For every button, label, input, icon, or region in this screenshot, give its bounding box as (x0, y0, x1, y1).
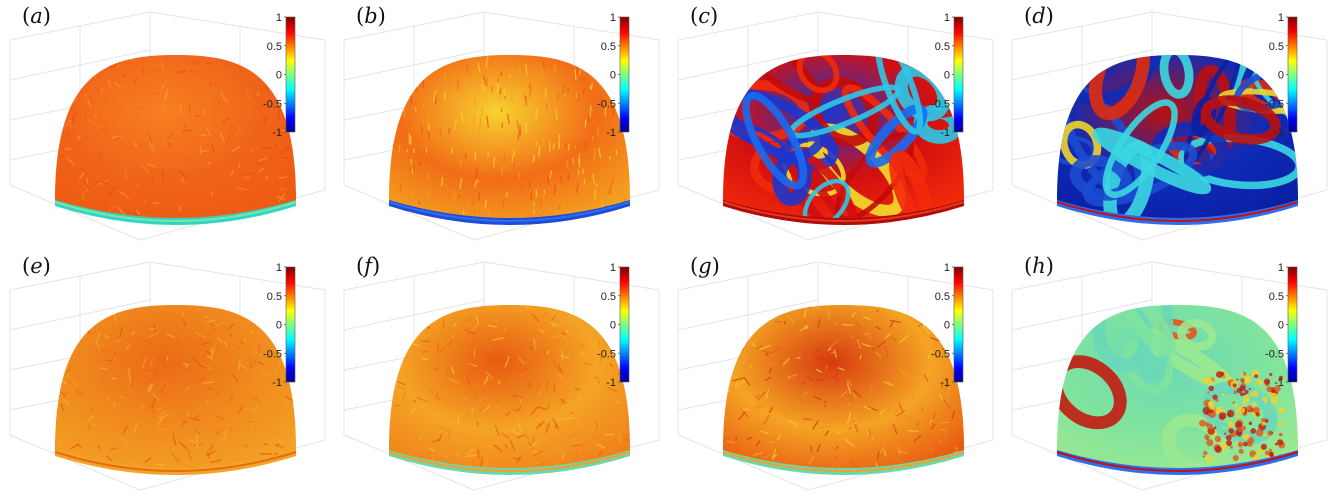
colorbar-tick-label: 0 (610, 70, 616, 82)
colorbar-tick-label: 0 (1278, 70, 1284, 82)
colorbar-tick-label: -0.5 (931, 98, 950, 110)
colorbar-tick-label: -0.5 (1265, 348, 1284, 360)
colorbar-tick-label: 0 (276, 70, 282, 82)
dome-surface (55, 305, 296, 468)
panel-label: (h) (1024, 254, 1054, 278)
colorbar-tick-label: -1 (1274, 127, 1284, 139)
panel-c-plot: 1 0.5 0 -0.5 -1 (677, 11, 994, 241)
colorbar-tick-label: 1 (944, 12, 950, 24)
dome-surface (723, 305, 964, 468)
colorbar (285, 16, 296, 133)
panel-h-plot: 1 0.5 0 -0.5 -1 (1011, 261, 1328, 491)
colorbar-tick-label: -1 (940, 377, 950, 389)
panel-d-plot: 1 0.5 0 -0.5 -1 (1011, 11, 1328, 241)
colorbar-tick-label: 0.5 (267, 291, 282, 303)
colorbar (953, 266, 964, 383)
panel-a: 1 0.5 0 -0.5 -1 (a) (0, 0, 334, 250)
colorbar-tick-label: -1 (606, 127, 616, 139)
panel-b: 1 0.5 0 -0.5 -1 (b) (334, 0, 668, 250)
colorbar (953, 16, 964, 133)
base-rim (55, 448, 296, 475)
colorbar-tick-label: -1 (272, 127, 282, 139)
colorbar-tick-label: 0 (610, 320, 616, 332)
colorbar-tick-label: 0.5 (601, 41, 616, 53)
dome-surface (55, 55, 296, 218)
panel-h: 1 0.5 0 -0.5 -1 (h) (1002, 250, 1336, 500)
colorbar (1287, 266, 1298, 383)
colorbar-tick-label: 0.5 (935, 291, 950, 303)
dome-surface (389, 305, 630, 468)
colorbar-tick-label: -1 (606, 377, 616, 389)
panel-f: 1 0.5 0 -0.5 -1 (f) (334, 250, 668, 500)
base-rim (389, 448, 630, 475)
dome-texture (723, 305, 964, 468)
panel-e-plot: 1 0.5 0 -0.5 -1 (9, 261, 326, 491)
colorbar (619, 266, 630, 383)
colorbar-tick-label: -0.5 (1265, 98, 1284, 110)
panel-g: 1 0.5 0 -0.5 -1 (g) (668, 250, 1002, 500)
panel-label: (d) (1024, 4, 1054, 28)
panel-label: (c) (690, 4, 719, 28)
colorbar (619, 16, 630, 133)
colorbar-tick-label: 1 (1278, 262, 1284, 274)
colorbar-tick-label: -1 (940, 127, 950, 139)
colorbar-tick-label: -0.5 (263, 98, 282, 110)
colorbar-tick-label: 1 (276, 12, 282, 24)
dome-texture (1057, 305, 1286, 468)
panel-d: 1 0.5 0 -0.5 -1 (d) (1002, 0, 1336, 250)
colorbar-tick-label: -0.5 (597, 98, 616, 110)
colorbar-tick-label: 1 (610, 262, 616, 274)
colorbar-tick-label: 0.5 (601, 291, 616, 303)
colorbar-tick-label: -1 (272, 377, 282, 389)
colorbar-tick-label: 0 (276, 320, 282, 332)
colorbar-tick-label: -0.5 (931, 348, 950, 360)
colorbar (1287, 16, 1298, 133)
colorbar-tick-label: 0.5 (1269, 291, 1284, 303)
colorbar-tick-label: 1 (944, 262, 950, 274)
base-rim (1057, 448, 1298, 475)
base-rim (389, 198, 630, 225)
colorbar-tick-label: 0.5 (267, 41, 282, 53)
panel-c: 1 0.5 0 -0.5 -1 (c) (668, 0, 1002, 250)
colorbar-tick-label: 1 (610, 12, 616, 24)
panel-label: (a) (22, 4, 51, 28)
panel-a-plot: 1 0.5 0 -0.5 -1 (9, 11, 326, 241)
colorbar (285, 266, 296, 383)
colorbar-tick-label: -0.5 (263, 348, 282, 360)
panel-e: 1 0.5 0 -0.5 -1 (e) (0, 250, 334, 500)
dome-texture (723, 55, 964, 218)
colorbar-tick-label: 0 (944, 70, 950, 82)
colorbar-tick-label: 1 (276, 262, 282, 274)
panel-label: (e) (22, 254, 51, 278)
panel-g-plot: 1 0.5 0 -0.5 -1 (677, 261, 994, 491)
panel-label: (f) (356, 254, 381, 278)
colorbar-tick-label: -1 (1274, 377, 1284, 389)
panel-label: (b) (356, 4, 386, 28)
dome-surface (389, 55, 630, 218)
colorbar-tick-label: 0 (1278, 320, 1284, 332)
colorbar-tick-label: 1 (1278, 12, 1284, 24)
colorbar-tick-label: 0.5 (935, 41, 950, 53)
colorbar-tick-label: 0 (944, 320, 950, 332)
base-rim (723, 198, 964, 225)
colorbar-tick-label: 0.5 (1269, 41, 1284, 53)
panel-b-plot: 1 0.5 0 -0.5 -1 (343, 11, 660, 241)
base-rim (55, 198, 296, 225)
panel-label: (g) (690, 254, 720, 278)
panel-f-plot: 1 0.5 0 -0.5 -1 (343, 261, 660, 491)
colorbar-tick-label: -0.5 (597, 348, 616, 360)
base-rim (1057, 198, 1298, 225)
base-rim (723, 448, 964, 475)
